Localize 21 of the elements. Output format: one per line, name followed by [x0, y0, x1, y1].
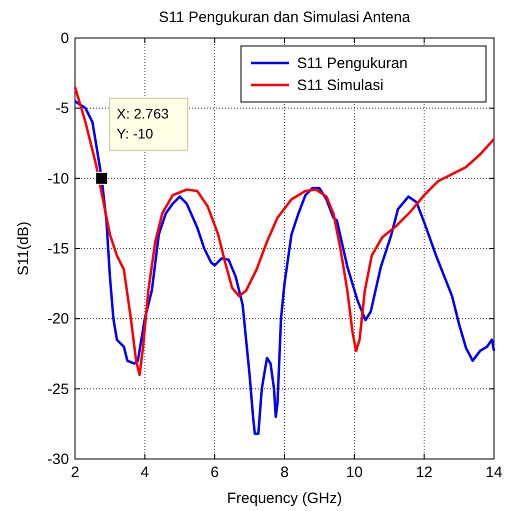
y-tick-label: -10 [47, 170, 69, 188]
x-tick-label: 6 [210, 464, 219, 481]
x-tick-label: 8 [280, 464, 289, 481]
x-tick-label: 14 [486, 464, 502, 481]
y-tick-label: -5 [56, 100, 69, 118]
y-tick-label: 0 [60, 30, 69, 47]
x-tick-label: 2 [70, 464, 80, 481]
y-tick-label: -20 [47, 310, 69, 328]
x-tick-label: 10 [346, 464, 363, 481]
x-tick-label: 12 [416, 464, 433, 481]
chart-title: S11 Pengukuran dan Simulasi Antena [158, 9, 411, 26]
y-tick-label: -25 [47, 380, 69, 398]
legend-label: S11 Pengukuran [297, 55, 408, 72]
y-tick-label: -15 [47, 240, 69, 258]
y-tick-label: -30 [47, 451, 69, 468]
line-series [74, 100, 496, 435]
x-tick-label: 4 [140, 464, 150, 481]
annotation: X: 2.763 Y: -10 [116, 105, 170, 142]
y-axis-title: S11(dB) [15, 222, 32, 276]
x-axis-title: Frequency (GHz) [226, 490, 342, 507]
legend-label: S11 Simulasi [297, 77, 384, 94]
